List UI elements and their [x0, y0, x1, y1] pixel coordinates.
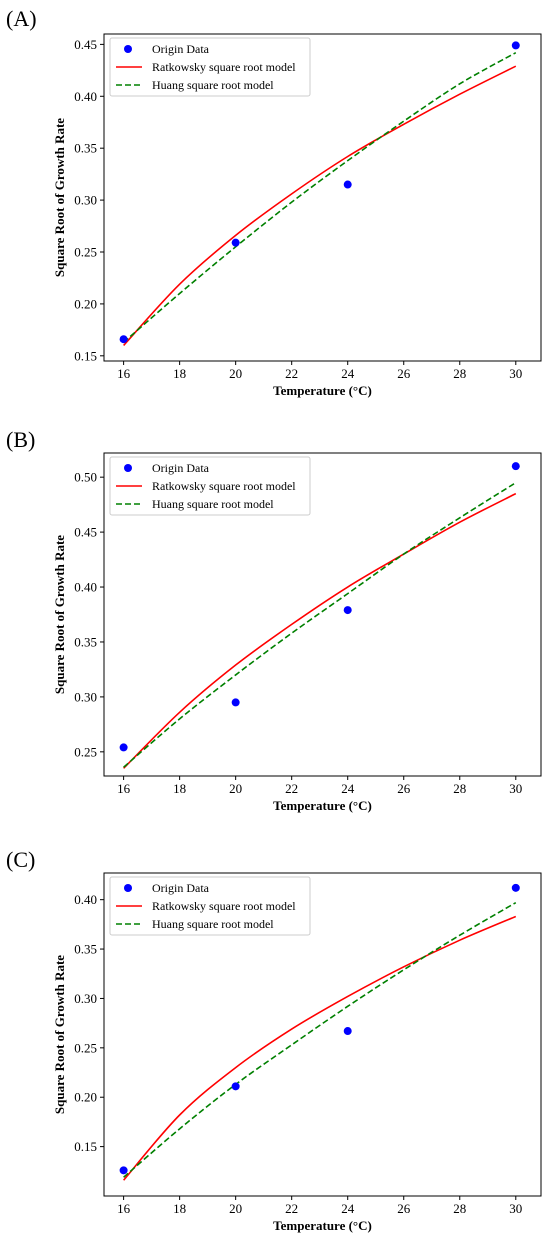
plot-frame — [103, 33, 542, 362]
x-tick-label: 30 — [509, 366, 522, 381]
legend-label: Huang square root model — [152, 917, 274, 931]
legend-box — [109, 37, 311, 97]
y-tick-label: 0.45 — [74, 37, 97, 52]
x-tick-label: 26 — [397, 1201, 411, 1216]
x-tick-label: 18 — [173, 1201, 186, 1216]
y-tick-label: 0.45 — [74, 525, 97, 540]
y-tick-label: 0.40 — [74, 892, 97, 907]
origin-data-point — [343, 180, 352, 189]
y-tick-label: 0.25 — [74, 1040, 97, 1055]
legend: Origin Data Ratkowsky square root model Hu… — [109, 37, 311, 97]
x-tick-label: 20 — [229, 366, 242, 381]
legend-label: Huang square root model — [152, 497, 274, 511]
origin-data-point — [231, 698, 240, 707]
ratkowsky-curve — [123, 65, 517, 346]
x-tick-label: 22 — [285, 1201, 298, 1216]
y-axis-title: Square Root of Growth Rate — [52, 955, 67, 1114]
chart-panel-3: (C) 16 18 20 22 24 26 28 30 0.15 0.20 0.25 0.30 0.35 0… — [6, 847, 542, 1233]
y-tick-label: 0.30 — [74, 193, 97, 208]
legend-label: Origin Data — [152, 42, 210, 56]
y-tick-label: 0.40 — [74, 580, 97, 595]
plot-frame — [103, 452, 542, 777]
panel-label: (B) — [6, 427, 35, 452]
legend-label: Ratkowsky square root model — [152, 479, 296, 493]
y-tick-label: 0.40 — [74, 89, 97, 104]
x-tick-label: 28 — [453, 366, 466, 381]
x-tick-label: 22 — [285, 366, 298, 381]
origin-data-point — [511, 41, 520, 50]
y-tick-label: 0.25 — [74, 744, 97, 759]
y-tick-label: 0.25 — [74, 245, 97, 260]
x-tick-label: 20 — [229, 781, 242, 796]
legend-marker-origin — [124, 884, 132, 892]
x-tick-label: 26 — [397, 366, 411, 381]
x-tick-label: 16 — [117, 781, 131, 796]
legend-box — [109, 876, 311, 936]
y-tick-label: 0.15 — [74, 348, 97, 363]
panel-label: (C) — [6, 847, 35, 872]
x-tick-label: 22 — [285, 781, 298, 796]
huang-curve — [123, 481, 517, 768]
y-tick-label: 0.50 — [74, 470, 97, 485]
x-tick-label: 28 — [453, 1201, 466, 1216]
y-tick-label: 0.15 — [74, 1139, 97, 1154]
x-tick-label: 30 — [509, 781, 522, 796]
legend-label: Origin Data — [152, 881, 210, 895]
y-tick-label: 0.35 — [74, 141, 97, 156]
y-tick-label: 0.30 — [74, 689, 97, 704]
x-axis-title: Temperature (°C) — [273, 798, 372, 813]
y-tick-label: 0.35 — [74, 942, 97, 957]
origin-data-point — [511, 462, 520, 471]
origin-data-point — [119, 743, 128, 752]
ratkowsky-curve — [123, 492, 517, 769]
chart-panel-1: (A) 16 18 20 22 24 26 28 30 0.15 0.20 0.25 0.30 0.35 0… — [6, 6, 542, 398]
legend-label: Huang square root model — [152, 78, 274, 92]
x-tick-label: 18 — [173, 366, 186, 381]
x-tick-label: 16 — [117, 1201, 131, 1216]
x-tick-label: 24 — [341, 781, 355, 796]
legend-marker-origin — [124, 464, 132, 472]
legend-label: Ratkowsky square root model — [152, 899, 296, 913]
legend-label: Origin Data — [152, 461, 210, 475]
y-tick-label: 0.20 — [74, 296, 97, 311]
origin-data-point — [119, 335, 128, 344]
legend-marker-origin — [124, 45, 132, 53]
y-tick-label: 0.30 — [74, 991, 97, 1006]
x-axis-title: Temperature (°C) — [273, 383, 372, 398]
origin-data-point — [119, 1166, 128, 1175]
y-tick-label: 0.35 — [74, 634, 97, 649]
huang-curve — [123, 901, 517, 1178]
origin-data-point — [343, 606, 352, 615]
legend: Origin Data Ratkowsky square root model Hu… — [109, 876, 311, 936]
x-tick-label: 30 — [509, 1201, 522, 1216]
legend: Origin Data Ratkowsky square root model Hu… — [109, 456, 311, 516]
x-tick-label: 16 — [117, 366, 131, 381]
origin-data-point — [511, 883, 520, 892]
chart-panel-2: (B) 16 18 20 22 24 26 28 30 0.25 0.30 0.35 0.40 0.45 0… — [6, 427, 542, 813]
x-tick-label: 20 — [229, 1201, 242, 1216]
huang-curve — [123, 51, 517, 343]
x-tick-label: 28 — [453, 781, 466, 796]
x-tick-label: 24 — [341, 1201, 355, 1216]
legend-box — [109, 456, 311, 516]
x-tick-label: 18 — [173, 781, 186, 796]
x-tick-label: 26 — [397, 781, 411, 796]
plot-frame — [103, 872, 542, 1197]
x-tick-label: 24 — [341, 366, 355, 381]
x-axis-title: Temperature (°C) — [273, 1218, 372, 1233]
y-axis-title: Square Root of Growth Rate — [52, 118, 67, 277]
origin-data-point — [231, 1082, 240, 1091]
y-tick-label: 0.20 — [74, 1090, 97, 1105]
origin-data-point — [343, 1027, 352, 1036]
panel-label: (A) — [6, 6, 37, 31]
origin-data-point — [231, 238, 240, 247]
ratkowsky-curve — [123, 915, 517, 1181]
legend-label: Ratkowsky square root model — [152, 60, 296, 74]
y-axis-title: Square Root of Growth Rate — [52, 535, 67, 694]
